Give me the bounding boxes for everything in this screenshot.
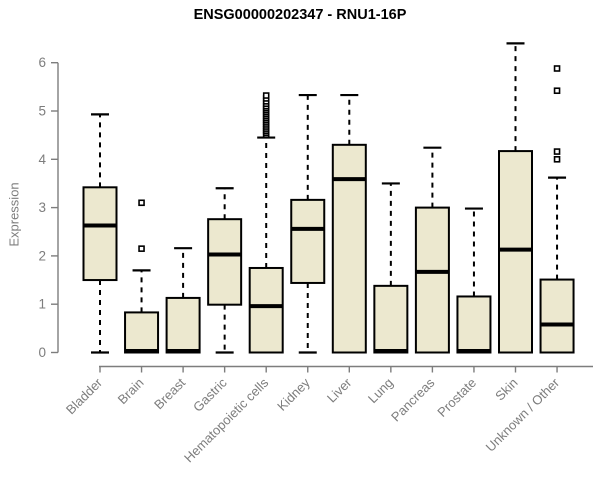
box-hematopoietic-cells xyxy=(248,266,284,354)
box-kidney xyxy=(290,198,326,284)
x-tick-label: Breast xyxy=(151,375,188,412)
y-tick-label: 0 xyxy=(38,345,46,360)
x-tick-label: Brain xyxy=(115,375,147,407)
box-skin xyxy=(498,150,533,354)
chart-title: ENSG00000202347 - RNU1-16P xyxy=(193,7,407,23)
box-bladder xyxy=(82,186,118,282)
box-lung xyxy=(373,284,409,354)
x-tick-label: Bladder xyxy=(63,375,106,418)
y-tick-label: 5 xyxy=(38,104,46,119)
box-liver xyxy=(331,143,367,354)
box-gastric xyxy=(207,218,243,306)
y-tick-label: 4 xyxy=(38,152,46,167)
outlier-point xyxy=(138,199,145,207)
y-tick-label: 6 xyxy=(38,55,46,70)
x-tick-label: Lung xyxy=(365,375,396,406)
outlier-point xyxy=(553,148,561,155)
x-tick-label: Skin xyxy=(492,375,520,403)
box-pancreas xyxy=(414,206,450,354)
box-brain xyxy=(124,311,160,354)
y-tick-label: 1 xyxy=(38,297,46,312)
outlier-point xyxy=(553,87,561,95)
x-tick-label: Liver xyxy=(324,375,355,406)
y-tick-label: 2 xyxy=(38,248,46,263)
outlier-point xyxy=(262,92,270,99)
outlier-point xyxy=(553,65,561,72)
x-tick-label: Gastric xyxy=(190,375,230,415)
y-tick-label: 3 xyxy=(38,200,46,215)
outlier-point xyxy=(138,245,145,252)
x-tick-label: Prostate xyxy=(434,375,479,420)
x-tick-label: Unknown / Other xyxy=(483,375,563,455)
box-breast xyxy=(165,296,201,354)
box-prostate xyxy=(456,295,492,354)
x-tick-label: Pancreas xyxy=(388,375,438,425)
x-tick-label: Kidney xyxy=(274,375,313,414)
box-unknown-other xyxy=(539,278,575,354)
outlier-point xyxy=(553,156,561,163)
